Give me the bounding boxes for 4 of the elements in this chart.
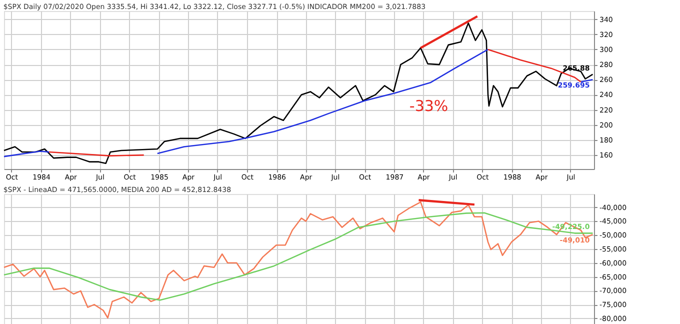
line-series	[3, 201, 594, 319]
line-series	[3, 212, 594, 301]
annotation: -33%	[409, 96, 448, 115]
line-series	[3, 22, 594, 164]
